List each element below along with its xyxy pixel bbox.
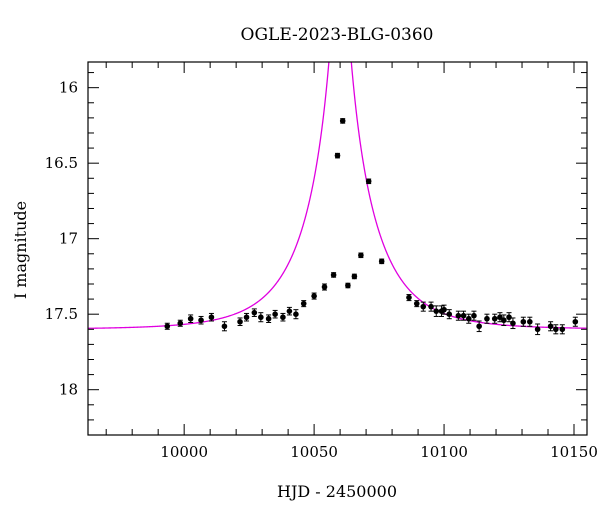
data-point <box>330 272 337 278</box>
y-tick-label: 17.5 <box>45 305 78 323</box>
plot-area: 10000 10050 10100 10150 16 16.5 17 17.5 18 <box>45 61 598 461</box>
data-point <box>553 326 559 333</box>
data-series <box>164 118 579 336</box>
data-point <box>534 326 541 333</box>
data-point <box>420 303 427 310</box>
data-point <box>177 320 184 327</box>
x-tick-label: 10050 <box>290 443 338 461</box>
data-point <box>491 315 498 322</box>
data-point <box>334 152 341 159</box>
data-point <box>351 273 358 280</box>
data-point <box>272 311 278 317</box>
data-point <box>378 258 385 265</box>
data-point <box>497 314 503 321</box>
data-point <box>510 320 516 327</box>
x-axis-title: HJD - 2450000 <box>277 482 397 501</box>
data-point <box>311 293 317 299</box>
y-axis-title: I magnitude <box>11 201 30 299</box>
data-point <box>520 318 527 325</box>
data-point <box>339 118 346 124</box>
data-point <box>506 314 512 321</box>
y-tick-label: 16 <box>59 79 78 97</box>
data-point <box>455 312 462 319</box>
data-point <box>198 317 204 324</box>
data-point <box>547 323 554 330</box>
data-point <box>527 318 533 325</box>
y-tick-label: 17 <box>59 230 78 248</box>
data-point <box>280 314 286 321</box>
y-tick-label: 16.5 <box>45 154 78 172</box>
data-point <box>321 284 328 290</box>
data-point <box>572 318 579 325</box>
data-point <box>446 311 453 317</box>
data-point <box>471 312 477 319</box>
data-point <box>413 300 420 307</box>
data-point <box>476 323 482 330</box>
data-point <box>243 314 250 321</box>
data-point <box>559 326 566 333</box>
data-point <box>237 318 243 325</box>
data-point <box>208 314 215 321</box>
data-point <box>460 312 467 319</box>
data-point <box>164 323 171 330</box>
y-tick-label: 18 <box>59 381 78 399</box>
data-point <box>265 315 272 322</box>
x-tick-label: 10150 <box>550 443 598 461</box>
data-point <box>406 294 412 301</box>
data-point <box>221 323 228 330</box>
x-tick-label: 10000 <box>160 443 208 461</box>
data-point <box>365 178 372 185</box>
model-curve <box>88 62 587 329</box>
data-point <box>300 300 307 307</box>
data-point <box>251 309 258 316</box>
data-point <box>484 315 490 322</box>
data-point <box>465 315 472 322</box>
data-point <box>187 315 194 322</box>
data-point <box>433 308 440 314</box>
data-point <box>501 317 507 324</box>
data-point <box>441 306 447 313</box>
x-tick-label: 10100 <box>420 443 468 461</box>
data-point <box>345 282 351 289</box>
data-point <box>293 311 299 317</box>
plot-frame <box>87 61 588 436</box>
data-point <box>428 303 434 310</box>
data-point <box>358 252 364 259</box>
data-point <box>286 308 293 314</box>
chart-title: OGLE-2023-BLG-0360 <box>241 25 434 45</box>
data-point <box>258 314 264 321</box>
